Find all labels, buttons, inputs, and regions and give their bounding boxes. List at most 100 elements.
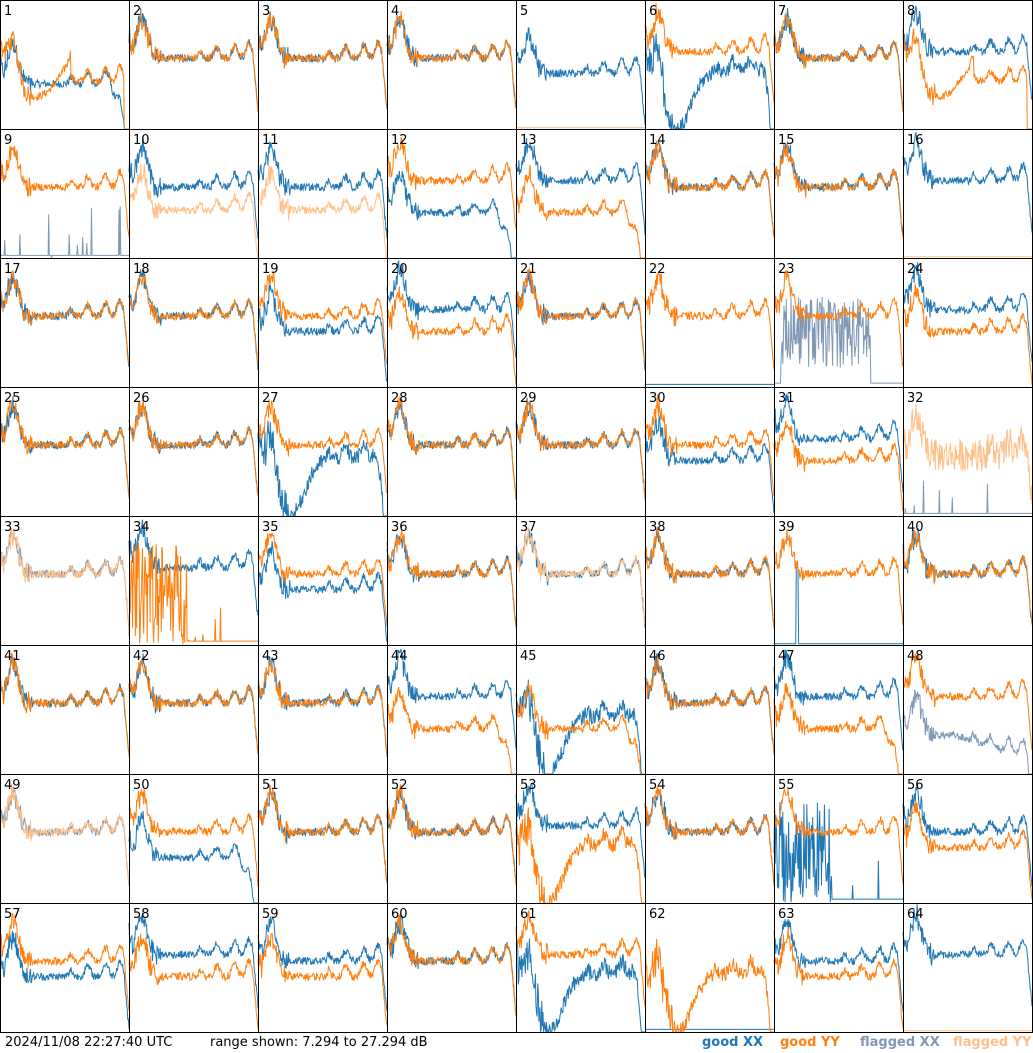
- series-yy-61: [515, 910, 646, 1007]
- panel-border: [645, 774, 775, 904]
- panel-number: 29: [520, 391, 537, 406]
- panel-number: 52: [391, 778, 408, 793]
- panel-23: 23: [773, 258, 904, 388]
- series-xx-8: [902, 5, 1033, 100]
- series-xx-31: [773, 393, 904, 493]
- panel-border: [387, 387, 517, 517]
- panel-64: 64: [902, 903, 1033, 1033]
- panel-3: 3: [257, 0, 388, 130]
- panel-26: 26: [128, 387, 259, 517]
- panel-number: 31: [778, 391, 795, 406]
- series-xx-33: [0, 528, 130, 628]
- panel-number: 26: [133, 391, 150, 406]
- series-xx-36: [386, 534, 517, 627]
- panel-border: [129, 645, 259, 775]
- series-yy-29: [515, 399, 646, 500]
- series-yy-22: [644, 272, 775, 370]
- legend-flagged-yy: flagged YY: [953, 1035, 1032, 1050]
- panel-53: 53: [515, 774, 646, 905]
- panel-12: 12: [386, 129, 517, 259]
- panel-29: 29: [515, 387, 646, 517]
- panel-border: [258, 645, 388, 775]
- panel-52: 52: [386, 774, 517, 904]
- panel-number: 64: [907, 907, 924, 922]
- panel-14: 14: [644, 129, 775, 259]
- series-yy-49: [0, 783, 130, 884]
- series-xx-43: [257, 656, 388, 758]
- panel-7: 7: [773, 0, 904, 130]
- panel-41: 41: [0, 645, 130, 775]
- series-xx-18: [128, 268, 259, 371]
- panel-border: [903, 0, 1033, 130]
- panel-number: 39: [778, 520, 795, 535]
- panel-number: 60: [391, 907, 408, 922]
- series-xx-37: [515, 528, 646, 628]
- panel-32: 32: [902, 387, 1033, 517]
- series-xx-55: [773, 801, 903, 903]
- series-yy-52: [386, 784, 517, 886]
- panel-number: 27: [262, 391, 279, 406]
- panel-4: 4: [386, 0, 517, 130]
- panel-35: 35: [257, 516, 388, 646]
- panel-border: [516, 0, 646, 130]
- series-xx-56: [902, 783, 1033, 887]
- series-xx-48: [902, 689, 1032, 775]
- panel-10: 10: [128, 129, 259, 259]
- panel-border: [516, 645, 646, 775]
- panel-61: 61: [515, 903, 646, 1033]
- panel-border: [774, 516, 904, 646]
- panel-number: 63: [778, 907, 795, 922]
- panel-border: [129, 387, 259, 517]
- panel-border: [774, 0, 904, 130]
- panel-number: 20: [391, 262, 408, 277]
- panel-8: 8: [902, 0, 1033, 130]
- panel-border: [387, 258, 517, 388]
- panel-60: 60: [386, 903, 517, 1033]
- series-yy-53: [515, 807, 645, 905]
- panel-number: 16: [907, 133, 924, 148]
- legend-good-yy: good YY: [780, 1035, 840, 1050]
- series-xx-45: [515, 679, 645, 775]
- series-yy-62: [644, 938, 774, 1033]
- series-xx-60: [386, 914, 517, 1011]
- panel-15: 15: [773, 129, 904, 259]
- series-xx-61: [515, 938, 645, 1033]
- series-yy-3: [257, 12, 388, 107]
- panel-number: 32: [907, 391, 924, 406]
- series-yy-15: [773, 140, 904, 238]
- panel-number: 41: [4, 649, 21, 664]
- series-xx-28: [386, 397, 517, 500]
- panel-17: 17: [0, 258, 130, 388]
- series-yy-19: [257, 269, 388, 365]
- series-yy-12: [386, 136, 517, 229]
- series-xx-57: [0, 930, 130, 1029]
- panel-border: [903, 129, 1033, 259]
- series-xx-63: [773, 919, 904, 1012]
- panel-number: 42: [133, 649, 150, 664]
- panel-6: 6: [644, 0, 775, 131]
- panel-border: [516, 387, 646, 517]
- series-xx-53: [515, 782, 646, 879]
- panel-number: 49: [4, 778, 21, 793]
- series-xx-13: [515, 137, 646, 235]
- panel-number: 36: [391, 520, 408, 535]
- series-yy-9: [0, 145, 130, 238]
- panel-border: [0, 903, 130, 1033]
- series-xx-12: [386, 170, 516, 259]
- panel-border: [516, 774, 646, 904]
- footer: 2024/11/08 22:27:40 UTC range shown: 7.2…: [0, 1033, 1033, 1053]
- panel-63: 63: [773, 903, 904, 1033]
- panel-number: 28: [391, 391, 408, 406]
- panel-border: [645, 258, 775, 388]
- panel-border: [129, 0, 259, 130]
- panel-border: [0, 645, 130, 775]
- series-yy-14: [644, 140, 775, 238]
- panel-border: [258, 129, 388, 259]
- panel-number: 13: [520, 133, 537, 148]
- series-yy-51: [257, 785, 388, 883]
- series-yy-37: [515, 527, 646, 624]
- series-yy-32: [902, 404, 1033, 505]
- series-yy-27: [257, 398, 388, 494]
- series-xx-27: [257, 420, 387, 517]
- panel-34: 34: [128, 516, 259, 646]
